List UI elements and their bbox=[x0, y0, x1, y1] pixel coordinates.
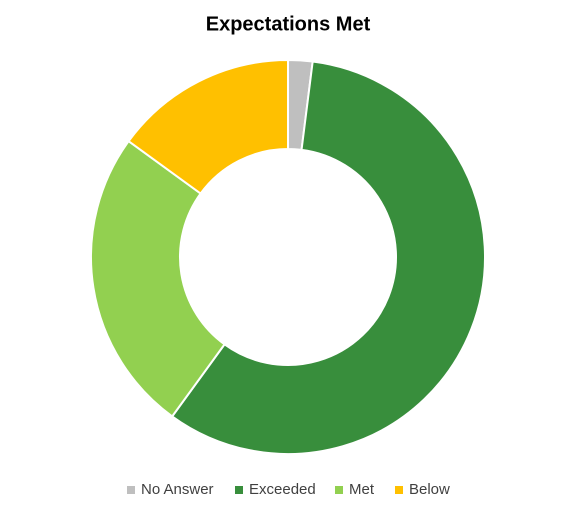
legend-label: Exceeded bbox=[249, 481, 316, 498]
donut-slice bbox=[170, 60, 486, 455]
legend-label: Below bbox=[409, 481, 450, 498]
legend-swatch bbox=[235, 486, 243, 494]
legend-label: Met bbox=[349, 481, 375, 498]
legend-swatch bbox=[127, 486, 135, 494]
legend-swatch bbox=[395, 486, 403, 494]
legend-label: No Answer bbox=[141, 481, 214, 498]
chart-title: Expectations Met bbox=[206, 13, 371, 35]
legend-swatch bbox=[335, 486, 343, 494]
donut-slice bbox=[127, 58, 289, 195]
donut-slice bbox=[90, 139, 226, 418]
